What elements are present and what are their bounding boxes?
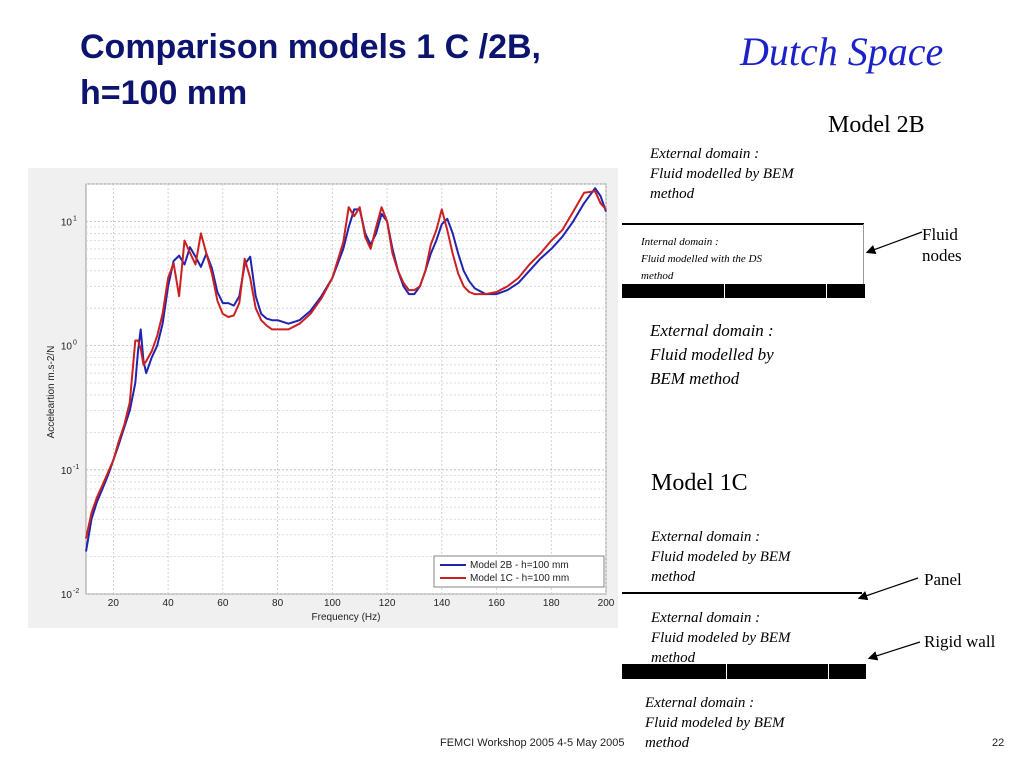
text-line: External domain : [651, 529, 761, 545]
text-line: Fluid modeled by BEM [651, 549, 791, 565]
text-line: Fluid [922, 225, 958, 244]
model-1c-external-mid: External domain : Fluid modeled by BEM m… [651, 608, 791, 668]
wall-divider [724, 284, 725, 298]
legend-box [433, 555, 605, 588]
x-tick-label: 200 [598, 598, 615, 609]
wall-divider [726, 664, 727, 679]
model-1c-panel-line [622, 592, 862, 594]
model-1c-rigid-wall [622, 664, 866, 679]
series-lines [85, 187, 607, 552]
text-line: method [651, 569, 696, 585]
series-line-model-1c [85, 190, 607, 539]
wall-divider [828, 664, 829, 679]
model-1c-external-bottom: External domain : Fluid modeled by BEM m… [645, 693, 785, 753]
brand-logo-text: Dutch Space [740, 29, 944, 74]
title-line-1: Comparison models 1 C /2B, [80, 28, 541, 66]
series-line-model-2b [85, 187, 607, 552]
text-line: Internal domain : [641, 236, 719, 248]
y-tick-label: 10 -1 [61, 464, 79, 477]
x-tick-label: 160 [488, 598, 505, 609]
rigid-wall-label: Rigid wall [924, 632, 996, 651]
text-line: Fluid modelled by BEM [650, 166, 794, 182]
page-number: 22 [992, 737, 1005, 749]
x-tick-label: 100 [324, 598, 341, 609]
x-tick-label: 120 [379, 598, 396, 609]
y-tick-label: 10 1 [61, 215, 77, 228]
text-line: External domain : [650, 321, 774, 340]
wall-divider [826, 284, 827, 298]
x-axis-label: Frequency (Hz) [312, 612, 381, 623]
x-tick-label: 20 [108, 598, 120, 609]
y-tick-exponent: -2 [73, 588, 79, 595]
text-line: method [645, 735, 690, 751]
model-2b-title: Model 2B [828, 112, 925, 138]
y-tick-exponent: 1 [73, 215, 77, 222]
y-tick-exponent: 0 [73, 340, 77, 347]
model-2b-top-panel [622, 223, 864, 225]
text-line: External domain : [651, 610, 761, 626]
model-1c-external-top: External domain : Fluid modeled by BEM m… [651, 527, 791, 587]
fluid-nodes-arrow [865, 231, 923, 255]
y-tick-base: 10 [61, 590, 73, 601]
model-2b-internal-domain: Internal domain : Fluid modelled with th… [641, 234, 762, 285]
footer-text: FEMCI Workshop 2005 4-5 May 2005 [440, 737, 625, 749]
chart-panel: 10 -2 10 -1 10 0 10 1 20 40 60 80 100 120 140 160 180 20… [28, 168, 618, 628]
x-tick-label: 60 [217, 598, 229, 609]
legend-label-model-1c: Model 1C - h=100 mm [470, 573, 569, 584]
text-line: Fluid modeled by BEM [645, 715, 785, 731]
x-tick-label: 80 [272, 598, 284, 609]
y-axis-label: Acceleartion m.s-2/N [46, 346, 57, 439]
x-tick-label: 40 [163, 598, 175, 609]
model-2b-rigid-wall [622, 284, 865, 298]
text-line: Fluid modeled by BEM [651, 630, 791, 646]
text-line: method [650, 186, 695, 202]
model-1c-title: Model 1C [651, 470, 748, 496]
text-line: nodes [922, 246, 962, 265]
y-tick-base: 10 [61, 342, 73, 353]
x-tick-label: 140 [433, 598, 450, 609]
fluid-nodes-label: Fluid nodes [922, 224, 962, 266]
text-line: Fluid modelled with the DS [641, 253, 762, 265]
y-tick-label: 10 0 [61, 340, 77, 353]
text-line: method [651, 650, 696, 666]
x-tick-labels: 20 40 60 80 100 120 140 160 180 200 [108, 598, 615, 609]
text-line: BEM method [650, 369, 740, 388]
legend: Model 2B - h=100 mm Model 1C - h=100 mm [433, 555, 605, 588]
panel-arrow [857, 577, 919, 601]
x-tick-label: 180 [543, 598, 560, 609]
y-tick-exponent: -1 [73, 464, 79, 471]
y-tick-base: 10 [61, 217, 73, 228]
text-line: External domain : [650, 146, 760, 162]
rigid-wall-arrow [867, 641, 921, 661]
title-line-2: h=100 mm [80, 74, 248, 112]
y-tick-base: 10 [61, 466, 73, 477]
panel-label: Panel [924, 570, 962, 589]
slide-title: Comparison models 1 C /2B, h=100 mm [80, 24, 640, 116]
model-2b-external-bottom: External domain : Fluid modelled by BEM … [650, 319, 774, 391]
y-tick-label: 10 -2 [61, 588, 79, 601]
text-line: method [641, 270, 674, 282]
plot-area [85, 183, 607, 595]
text-line: Fluid modelled by [650, 345, 774, 364]
legend-label-model-2b: Model 2B - h=100 mm [470, 560, 569, 571]
text-line: External domain : [645, 695, 755, 711]
model-2b-external-top: External domain : Fluid modelled by BEM … [650, 144, 794, 204]
model-2b-right-edge [863, 224, 864, 286]
